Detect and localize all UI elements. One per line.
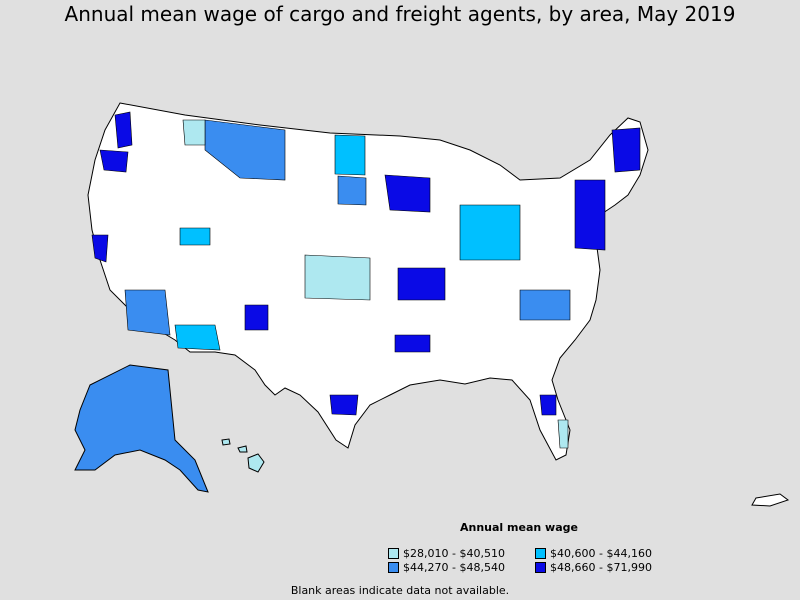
legend-label-2: $40,600 - $44,160	[550, 547, 652, 560]
area-colorado	[179, 227, 211, 246]
area-northeast	[574, 179, 606, 251]
area-carolina	[519, 289, 571, 321]
legend-swatch-4	[535, 562, 546, 573]
area-kansas	[304, 254, 371, 301]
puerto-rico	[751, 493, 790, 507]
legend-title: Annual mean wage	[460, 521, 578, 534]
area-arkansas	[394, 334, 431, 353]
area-south-dakota	[337, 175, 367, 206]
legend-item-4: $48,660 - $71,990	[535, 561, 652, 574]
area-minnesota	[384, 174, 431, 213]
hawaii-oahu	[221, 438, 231, 446]
legend-item-3: $44,270 - $48,540	[388, 561, 505, 574]
legend-label-3: $44,270 - $48,540	[403, 561, 505, 574]
area-oregon	[99, 149, 129, 173]
map-title: Annual mean wage of cargo and freight ag…	[64, 2, 736, 26]
area-new-mexico	[244, 304, 269, 331]
legend-item-2: $40,600 - $44,160	[535, 547, 652, 560]
area-midwest	[459, 204, 521, 261]
hawaii-big-island	[247, 453, 265, 473]
legend-item-1: $28,010 - $40,510	[388, 547, 505, 560]
area-arizona	[174, 324, 221, 351]
hawaii-maui	[237, 445, 248, 453]
legend-swatch-3	[388, 562, 399, 573]
area-maine	[611, 127, 641, 173]
legend-swatch-1	[388, 548, 399, 559]
area-seattle	[114, 111, 133, 149]
area-missouri	[397, 267, 446, 301]
shaded-areas	[91, 111, 641, 449]
legend-swatch-2	[535, 548, 546, 559]
area-idaho	[182, 119, 206, 146]
area-southern-california	[124, 289, 171, 336]
area-florida	[539, 394, 557, 416]
data-availability-note: Blank areas indicate data not available.	[290, 584, 510, 597]
legend-label-1: $28,010 - $40,510	[403, 547, 505, 560]
area-north-dakota	[334, 134, 366, 176]
area-bay-area	[91, 234, 109, 263]
area-florida-south	[557, 419, 569, 449]
legend-label-4: $48,660 - $71,990	[550, 561, 652, 574]
alaska	[74, 364, 209, 493]
area-texas-south	[329, 394, 359, 416]
